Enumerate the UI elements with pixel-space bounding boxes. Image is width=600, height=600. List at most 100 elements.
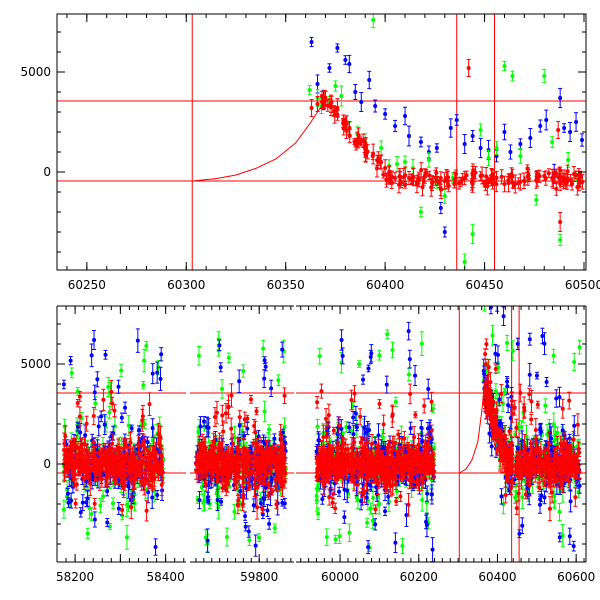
data-point xyxy=(558,181,563,186)
data-point xyxy=(158,467,163,472)
data-point xyxy=(556,128,561,132)
data-point xyxy=(80,500,85,505)
x-tick-label: 60500 xyxy=(565,278,600,292)
data-point xyxy=(98,503,103,508)
data-point xyxy=(150,495,155,500)
data-point xyxy=(343,58,348,62)
data-point xyxy=(315,102,320,106)
data-point xyxy=(145,449,150,454)
data-point xyxy=(83,433,88,438)
data-series xyxy=(319,89,585,200)
data-point xyxy=(522,179,527,184)
data-point xyxy=(433,175,438,180)
top-plot-area xyxy=(57,14,586,270)
data-point xyxy=(390,175,395,180)
data-point xyxy=(554,171,559,176)
data-point xyxy=(82,441,87,446)
top-panel: 60250 60300 60350 60400 60450 60500 0 5000 xyxy=(20,13,600,292)
data-point xyxy=(91,414,96,419)
data-point xyxy=(534,198,539,202)
data-point xyxy=(75,401,80,406)
data-point xyxy=(580,179,585,184)
data-point xyxy=(145,439,150,444)
data-series xyxy=(309,58,583,233)
data-point xyxy=(276,378,281,383)
data-point xyxy=(502,64,507,68)
data-point xyxy=(78,510,83,515)
data-point xyxy=(347,62,352,66)
x-tick-label: 60250 xyxy=(68,278,106,292)
data-point xyxy=(568,130,573,134)
data-point xyxy=(272,526,277,531)
data-point xyxy=(438,206,443,210)
data-point xyxy=(418,210,423,214)
data-point xyxy=(135,463,140,468)
data-point xyxy=(142,461,147,466)
data-point xyxy=(356,133,361,138)
data-point xyxy=(159,482,164,487)
data-series xyxy=(62,380,165,522)
data-point xyxy=(111,452,116,457)
data-point xyxy=(258,501,263,506)
data-point xyxy=(198,424,203,429)
data-point xyxy=(150,469,155,474)
data-point xyxy=(141,440,146,445)
data-point xyxy=(462,142,467,146)
data-point xyxy=(363,153,368,158)
x-tick-label: 58400 xyxy=(147,570,185,584)
data-point xyxy=(74,482,79,487)
data-point xyxy=(551,178,556,183)
data-point xyxy=(393,124,398,128)
data-point xyxy=(147,483,152,488)
data-point xyxy=(566,158,571,162)
data-point xyxy=(70,453,75,458)
data-point xyxy=(494,181,499,186)
data-point xyxy=(62,470,67,475)
data-point xyxy=(471,171,476,176)
data-point xyxy=(518,142,523,146)
data-point xyxy=(398,174,403,179)
data-point xyxy=(403,160,408,164)
data-point xyxy=(261,346,266,351)
data-point xyxy=(150,371,155,376)
data-point xyxy=(407,134,412,138)
data-point xyxy=(430,181,435,186)
data-point xyxy=(434,170,439,175)
data-point xyxy=(370,153,375,158)
data-point xyxy=(420,185,425,190)
data-point xyxy=(65,470,70,475)
data-point xyxy=(109,389,114,394)
data-point xyxy=(92,337,97,342)
data-point xyxy=(309,40,314,44)
data-point xyxy=(101,453,106,458)
data-point xyxy=(516,181,521,186)
data-point xyxy=(73,501,78,506)
data-point xyxy=(134,459,139,464)
data-point xyxy=(101,397,106,402)
data-point xyxy=(315,82,320,86)
data-point xyxy=(84,421,89,426)
data-point xyxy=(490,172,495,177)
data-point xyxy=(490,182,495,187)
data-point xyxy=(124,457,129,462)
data-point xyxy=(267,427,272,432)
data-point xyxy=(96,467,101,472)
data-point xyxy=(105,453,110,458)
data-point xyxy=(358,140,363,145)
data-point xyxy=(502,130,507,134)
x-tick-label: 60450 xyxy=(465,278,503,292)
data-point xyxy=(139,454,144,459)
data-point xyxy=(205,538,210,543)
data-point xyxy=(262,409,267,414)
data-point xyxy=(78,430,83,435)
data-point xyxy=(378,160,383,165)
data-point xyxy=(325,103,330,108)
data-point xyxy=(401,175,406,180)
data-point xyxy=(247,538,252,543)
data-point xyxy=(130,454,135,459)
data-point xyxy=(144,479,149,484)
bottom-plot-area xyxy=(57,328,186,556)
data-point xyxy=(309,106,314,110)
data-series xyxy=(307,14,579,270)
data-point xyxy=(147,402,152,407)
